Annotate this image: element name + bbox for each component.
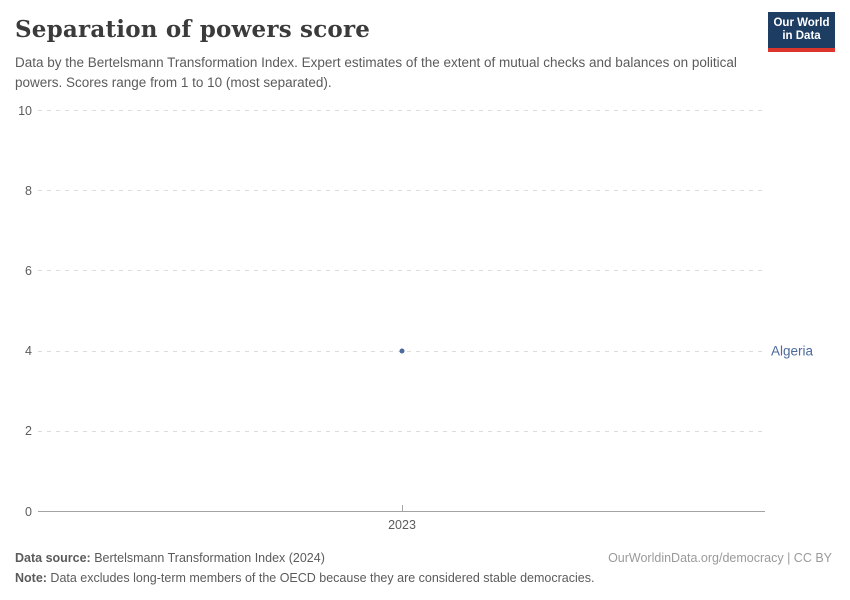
data-point[interactable] [399, 348, 405, 354]
data-source-text: Data source: Bertelsmann Transformation … [15, 548, 325, 568]
y-tick-label: 8 [25, 183, 32, 198]
x-tick-mark [402, 505, 403, 511]
entity-label[interactable]: Algeria [771, 343, 814, 359]
y-tick-label: 2 [25, 424, 32, 439]
owid-logo[interactable]: Our World in Data [768, 12, 835, 52]
data-source-label: Data source: [15, 551, 91, 565]
footer-row-source: Data source: Bertelsmann Transformation … [15, 548, 832, 568]
note-label: Note: [15, 571, 47, 585]
chart-subtitle: Data by the Bertelsmann Transformation I… [15, 55, 737, 90]
chart-footer: Data source: Bertelsmann Transformation … [15, 548, 832, 588]
y-tick-label: 10 [18, 103, 32, 118]
data-source-value: Bertelsmann Transformation Index (2024) [90, 551, 325, 565]
footer-row-note: Note: Data excludes long-term members of… [15, 568, 832, 588]
note-text: Note: Data excludes long-term members of… [15, 568, 594, 588]
y-gridline [38, 270, 765, 272]
note-value: Data excludes long-term members of the O… [46, 571, 595, 585]
y-gridline [38, 110, 765, 111]
x-tick-label: 2023 [388, 518, 416, 532]
x-axis-line [38, 511, 765, 512]
y-gridline [38, 430, 765, 432]
owid-logo-line2: in Data [782, 30, 821, 42]
attribution-link[interactable]: OurWorldinData.org/democracy | CC BY [608, 551, 832, 565]
y-gridline [38, 190, 765, 192]
owid-logo-line1: Our World [773, 17, 830, 29]
y-tick-label: 6 [25, 263, 32, 278]
y-tick-label: 4 [25, 344, 32, 359]
y-tick-label: 0 [25, 504, 32, 519]
page-title: Separation of powers score [15, 16, 371, 43]
